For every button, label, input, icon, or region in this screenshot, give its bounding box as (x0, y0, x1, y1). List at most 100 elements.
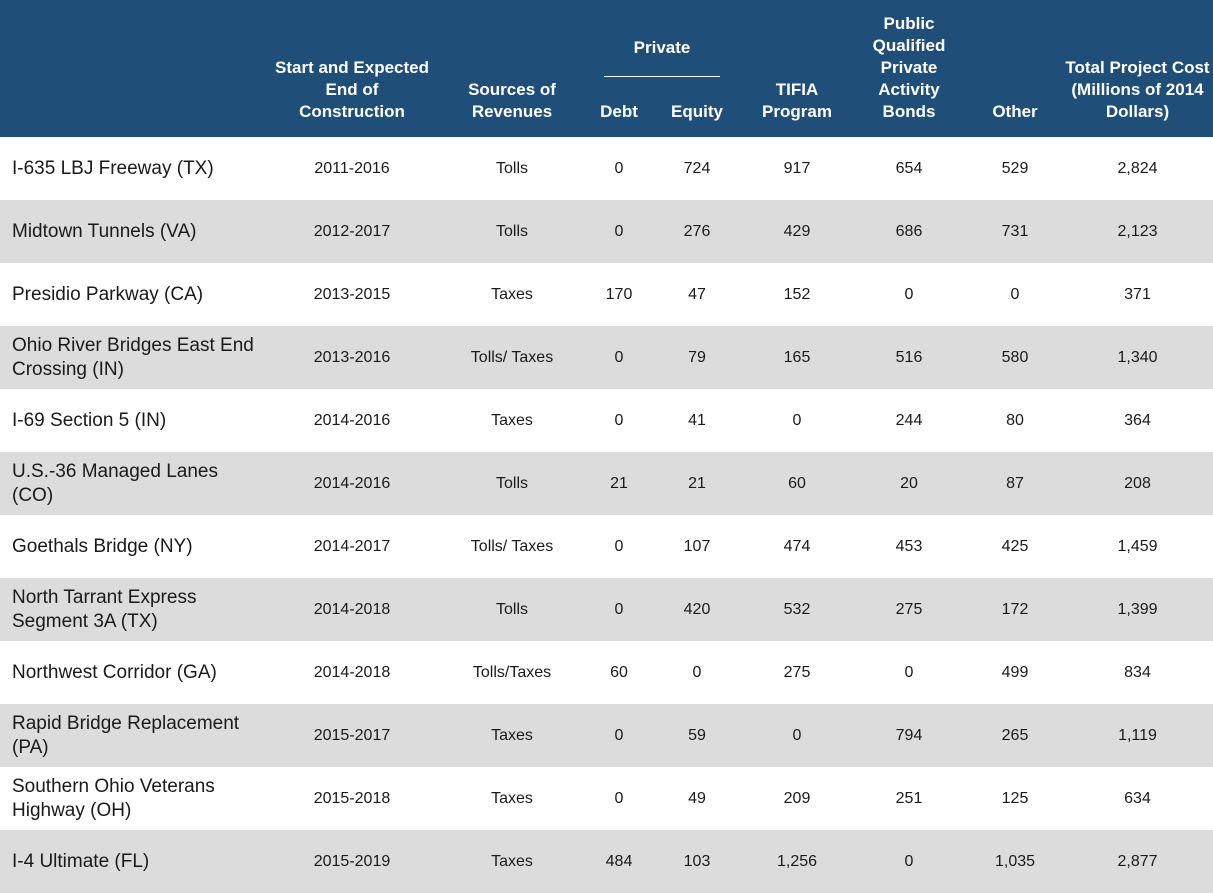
table-row: Rapid Bridge Replacement (PA) 2015-2017 Ta… (0, 704, 1213, 767)
cell-total: 371 (1124, 285, 1151, 303)
cell-other: 80 (1006, 411, 1024, 429)
cell-bonds: 20 (900, 474, 918, 492)
cell-total: 2,123 (1117, 222, 1158, 240)
cell-other: 499 (1001, 663, 1029, 681)
cell-bonds: 654 (895, 159, 923, 177)
cell-total: 2,877 (1117, 852, 1158, 870)
cell-other: 731 (1001, 222, 1029, 240)
cell-construction: 2014-2018 (313, 600, 391, 618)
table-row: Northwest Corridor (GA) 2014-2018 Tolls/Ta… (0, 641, 1213, 704)
cell-tifia: 1,256 (776, 852, 818, 870)
cell-total: 208 (1124, 474, 1151, 492)
cell-total: 634 (1124, 789, 1151, 807)
cell-bonds: 516 (895, 348, 923, 366)
cell-equity: 49 (688, 789, 706, 807)
cell-equity: 103 (683, 852, 711, 870)
cell-project-name: Ohio River Bridges East End Crossing (IN… (12, 334, 254, 380)
cell-bonds: 0 (904, 285, 914, 303)
cell-equity: 41 (688, 411, 706, 429)
cell-project-name: Northwest Corridor (GA) (12, 661, 217, 683)
cell-tifia: 917 (783, 159, 811, 177)
table-row: North Tarrant Express Segment 3A (TX) 201… (0, 578, 1213, 641)
cell-tifia: 275 (783, 663, 811, 681)
cell-other: 87 (1006, 474, 1024, 492)
cell-construction: 2014-2016 (313, 411, 391, 429)
cell-revenue: Taxes (491, 411, 533, 429)
header-equity: Equity (671, 102, 723, 121)
header-revenues: Sources of Revenues (468, 80, 556, 121)
cell-tifia: 474 (783, 537, 811, 555)
cell-revenue: Tolls/ Taxes (470, 537, 554, 555)
header-total: Total Project Cost (Millions of 2014 Dol… (1065, 58, 1210, 121)
cell-tifia: 209 (783, 789, 811, 807)
cell-tifia: 60 (788, 474, 806, 492)
cell-revenue: Tolls (495, 222, 528, 240)
cell-debt: 0 (614, 222, 624, 240)
cell-total: 1,119 (1118, 726, 1157, 744)
table-row: Ohio River Bridges East End Crossing (IN… (0, 326, 1213, 389)
cell-bonds: 251 (895, 789, 923, 807)
cell-tifia: 429 (783, 222, 811, 240)
table-row: U.S.-36 Managed Lanes (CO) 2014-2016 Tolls… (0, 452, 1213, 515)
header-tifia: TIFIA Program (762, 80, 832, 121)
cell-project-name: I-635 LBJ Freeway (TX) (12, 157, 214, 179)
cell-debt: 60 (610, 663, 628, 681)
cell-total: 1,399 (1117, 600, 1158, 618)
table-header: Start and Expected End of Construction S… (0, 0, 1213, 137)
cell-construction: 2014-2017 (313, 537, 391, 555)
cell-debt: 0 (614, 600, 624, 618)
cell-project-name: North Tarrant Express Segment 3A (TX) (12, 586, 197, 632)
header-construction: Start and Expected End of Construction (275, 58, 429, 121)
table-row: Goethals Bridge (NY) 2014-2017 Tolls/ Taxe… (0, 515, 1213, 578)
cell-equity: 724 (683, 159, 711, 177)
cell-equity: 107 (683, 537, 711, 555)
cell-construction: 2014-2018 (313, 663, 391, 681)
cell-other: 529 (1001, 159, 1029, 177)
cell-tifia: 165 (783, 348, 811, 366)
table-row: I-69 Section 5 (IN) 2014-2016 Taxes 0 41 0 244… (0, 389, 1213, 452)
cell-bonds: 0 (904, 663, 914, 681)
cell-debt: 484 (605, 852, 633, 870)
table-row: Southern Ohio Veterans Highway (OH) 2015-… (0, 767, 1213, 830)
cell-project-name: U.S.-36 Managed Lanes (CO) (12, 460, 218, 506)
cell-construction: 2013-2015 (313, 285, 391, 303)
cell-bonds: 453 (895, 537, 923, 555)
cell-equity: 420 (683, 600, 711, 618)
cell-tifia: 532 (783, 600, 811, 618)
cell-project-name: I-4 Ultimate (FL) (12, 850, 150, 872)
cell-total: 1,340 (1117, 348, 1158, 366)
cell-project-name: Southern Ohio Veterans Highway (OH) (12, 775, 215, 821)
cell-other: 425 (1001, 537, 1029, 555)
header-private: Private (633, 38, 691, 57)
cell-revenue: Tolls/Taxes (472, 663, 552, 681)
header-bonds: Public Qualified Private Activity Bonds (872, 14, 946, 121)
cell-construction: 2013-2016 (313, 348, 391, 366)
cell-other: 265 (1001, 726, 1029, 744)
cell-equity: 47 (688, 285, 706, 303)
cell-construction: 2012-2017 (313, 222, 391, 240)
cell-bonds: 0 (904, 852, 914, 870)
cell-revenue: Tolls (495, 159, 528, 177)
cell-other: 1,035 (994, 852, 1036, 870)
cell-revenue: Taxes (491, 285, 533, 303)
cell-debt: 170 (605, 285, 633, 303)
cell-project-name: Goethals Bridge (NY) (12, 535, 193, 557)
table-row: Midtown Tunnels (VA) 2012-2017 Tolls 0 276 42… (0, 200, 1213, 263)
cell-project-name: Presidio Parkway (CA) (12, 283, 204, 305)
cell-debt: 0 (614, 789, 624, 807)
header-private-rule (604, 76, 720, 77)
cell-revenue: Tolls/ Taxes (470, 348, 554, 366)
cell-debt: 21 (610, 474, 628, 492)
cell-total: 2,824 (1117, 159, 1158, 177)
cell-bonds: 794 (895, 726, 923, 744)
cell-revenue: Tolls (495, 600, 528, 618)
cell-equity: 0 (692, 663, 702, 681)
cell-construction: 2011-2016 (314, 159, 390, 177)
cell-revenue: Taxes (491, 726, 533, 744)
header-other: Other (992, 102, 1038, 121)
cell-other: 580 (1001, 348, 1029, 366)
cell-construction: 2015-2018 (313, 789, 391, 807)
cell-bonds: 244 (895, 411, 923, 429)
cell-revenue: Taxes (491, 789, 533, 807)
